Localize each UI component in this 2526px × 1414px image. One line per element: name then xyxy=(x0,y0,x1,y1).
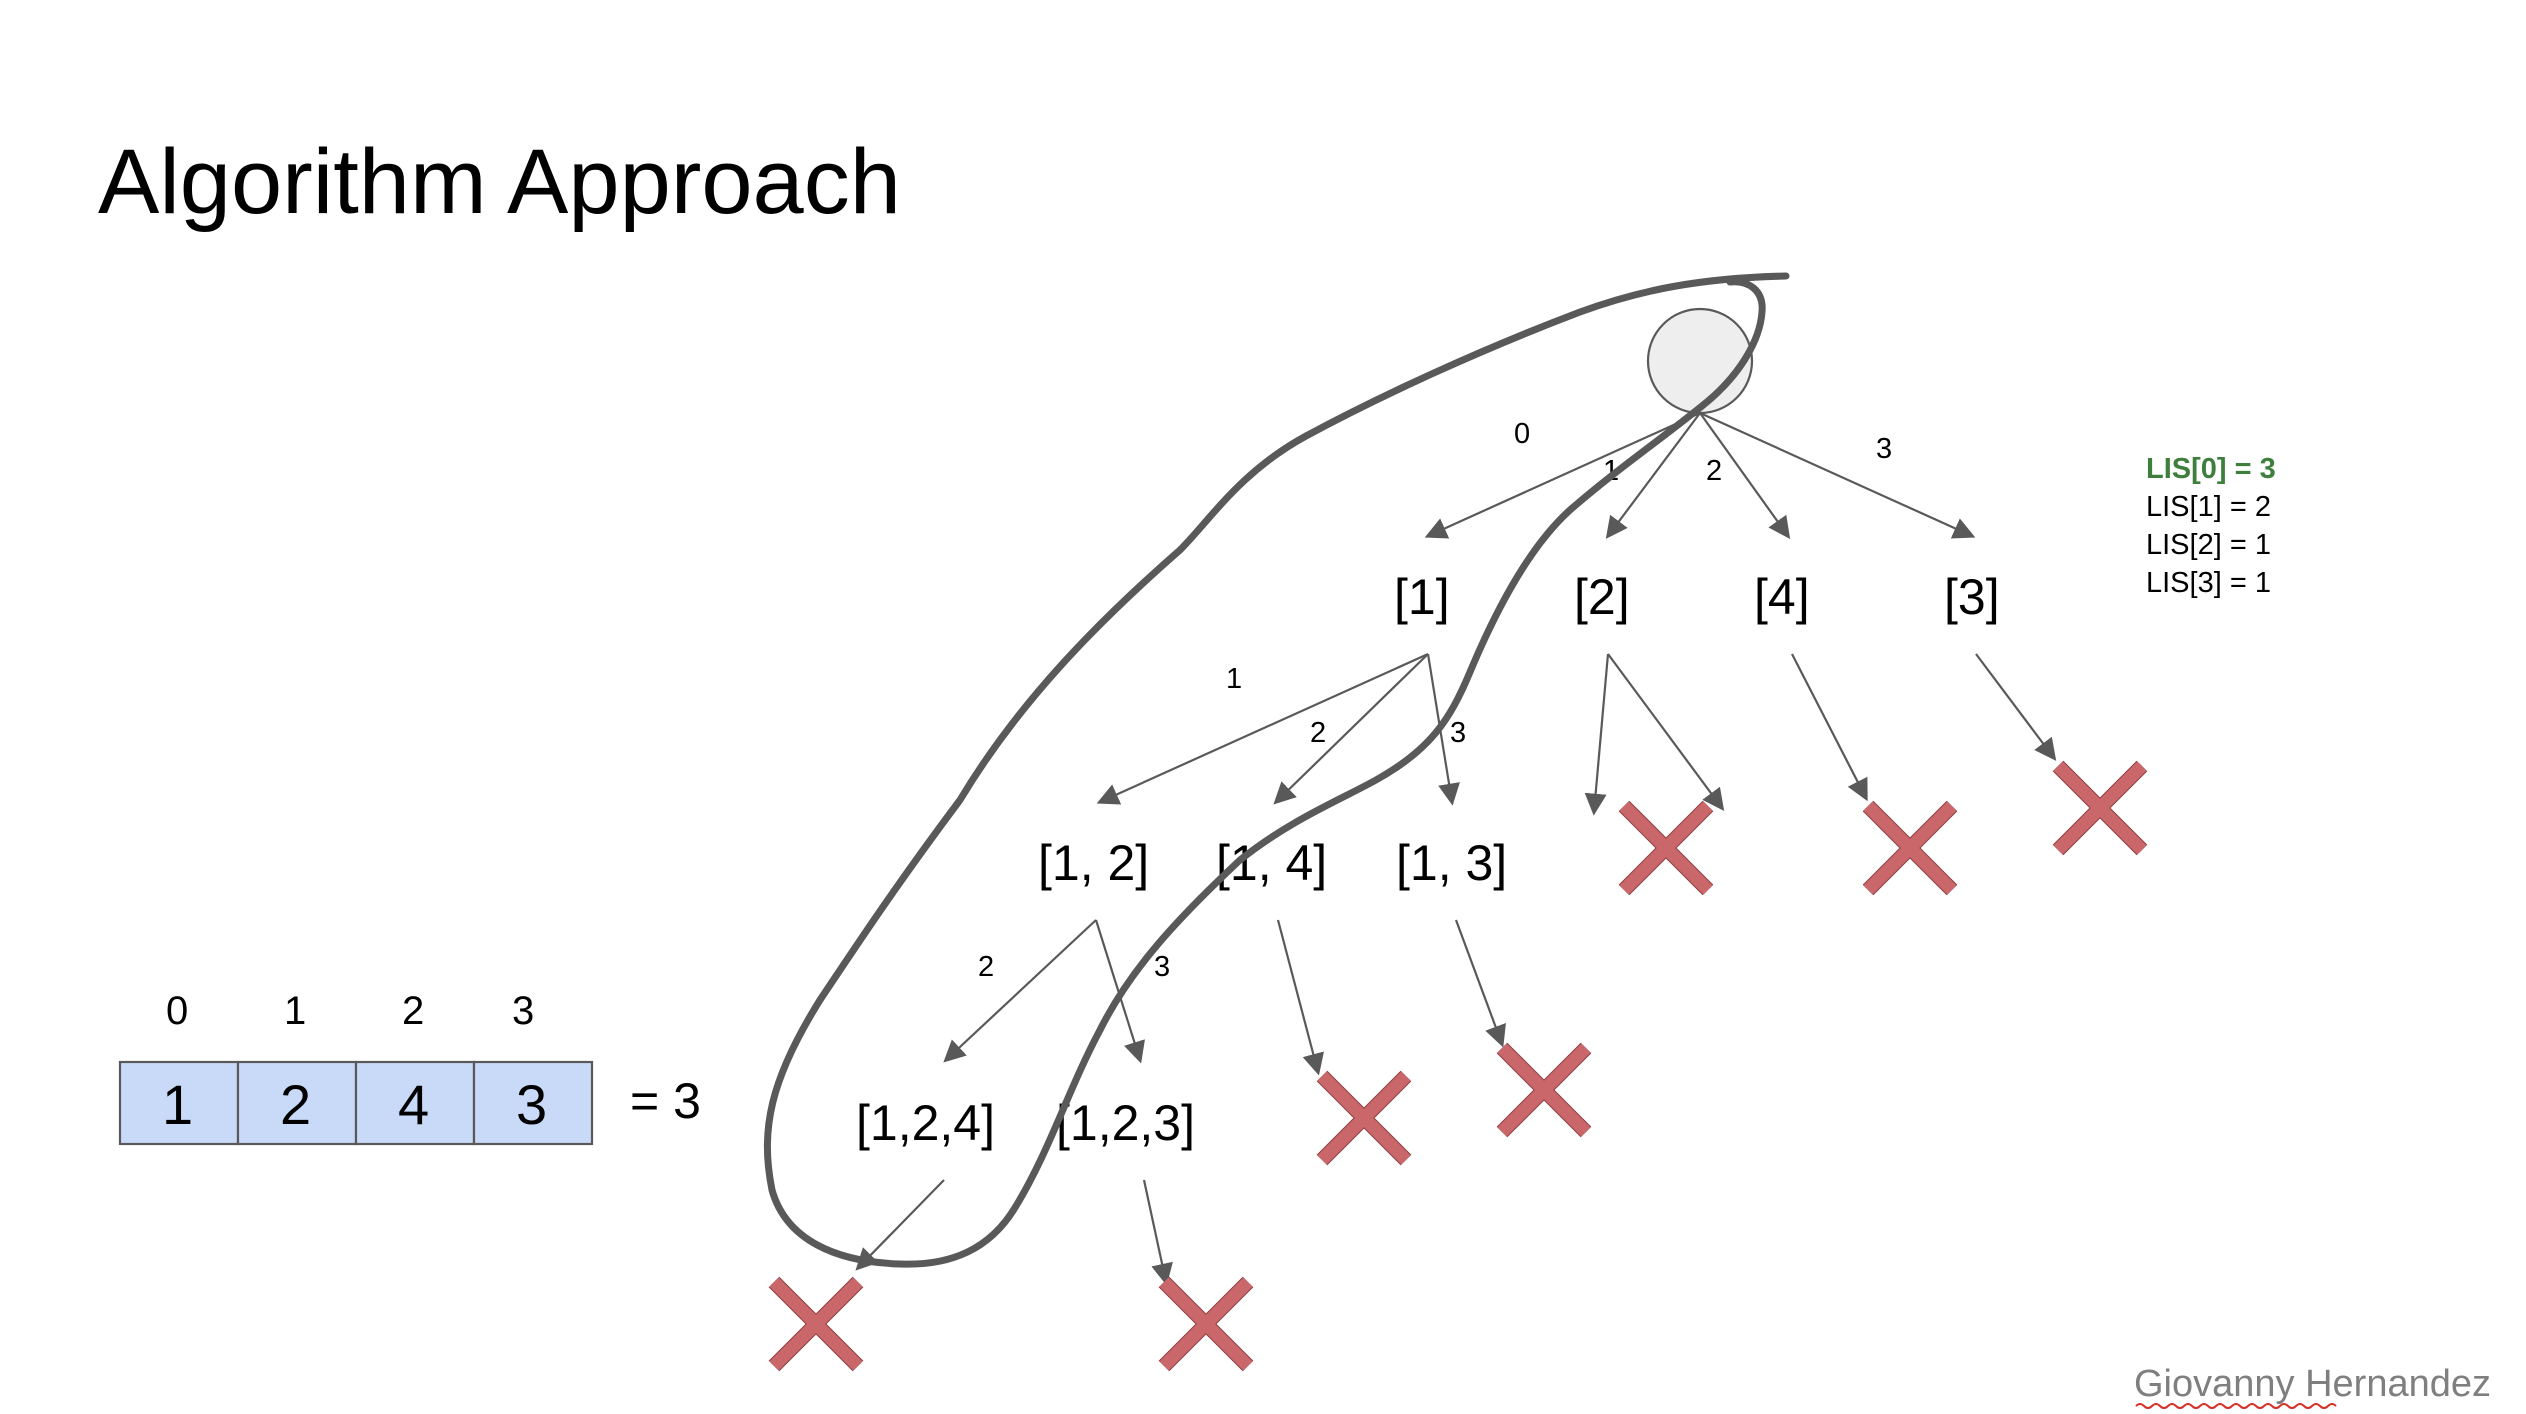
node-1: [1] xyxy=(1394,569,1450,625)
edge-label-3: 3 xyxy=(1876,433,1892,465)
slide-title: Algorithm Approach xyxy=(98,131,901,233)
node-1-2: [1, 2] xyxy=(1038,835,1149,891)
x-mark-icon xyxy=(2052,760,2148,856)
level3-edges xyxy=(855,1179,1173,1286)
level1-edges xyxy=(1096,652,2057,816)
edge-label-l3-3: 3 xyxy=(1154,951,1170,983)
x-mark-icon xyxy=(1618,800,1714,896)
array-cell xyxy=(354,1060,476,1146)
edge-root-to-4 xyxy=(1699,412,1791,539)
edge-2-left xyxy=(1584,653,1610,816)
array-index-0: 0 xyxy=(166,989,188,1033)
edge-label-l2-3: 3 xyxy=(1450,717,1466,749)
lis-line: LIS[3] = 1 xyxy=(2146,567,2271,599)
array-value-2: 4 xyxy=(398,1073,429,1136)
lis-line: LIS[1] = 2 xyxy=(2146,491,2271,523)
input-array xyxy=(118,1060,594,1146)
edge-12-to-123 xyxy=(1094,919,1145,1064)
array-result: = 3 xyxy=(630,1073,701,1129)
edge-12-to-124 xyxy=(943,919,1097,1063)
array-index-2: 2 xyxy=(402,989,424,1033)
level2-edges xyxy=(943,919,1506,1076)
edge-label-l3-2: 2 xyxy=(978,951,994,983)
edge-2-right xyxy=(1607,653,1725,811)
edge-14-down xyxy=(1276,919,1324,1076)
edge-root-to-1 xyxy=(1424,411,1701,539)
lis-line: LIS[0] = 3 xyxy=(2146,453,2276,485)
dead-end-marks xyxy=(768,760,2148,1372)
array-value-0: 1 xyxy=(162,1073,193,1136)
edge-123-down xyxy=(1142,1179,1173,1286)
edge-root-to-3 xyxy=(1699,411,1976,539)
node-1-2-4: [1,2,4] xyxy=(856,1095,995,1151)
x-mark-icon xyxy=(1158,1276,1254,1372)
array-index-1: 1 xyxy=(284,989,306,1033)
node-3: [3] xyxy=(1944,569,2000,625)
edge-4-down xyxy=(1791,653,1868,802)
edge-label-2: 2 xyxy=(1706,455,1722,487)
x-mark-icon xyxy=(768,1276,864,1372)
highlighted-path-outline xyxy=(763,272,1790,1268)
edge-13-down xyxy=(1454,919,1506,1048)
array-cell xyxy=(118,1060,240,1146)
lis-values: LIS[0] = 3 LIS[1] = 2 LIS[2] = 1 LIS[3] … xyxy=(2146,453,2276,599)
edge-label-l2-2: 2 xyxy=(1310,717,1326,749)
lis-line: LIS[2] = 1 xyxy=(2146,529,2271,561)
edge-label-l2-1: 1 xyxy=(1226,663,1242,695)
array-value-3: 3 xyxy=(516,1073,547,1136)
x-mark-icon xyxy=(1496,1042,1592,1138)
edge-label-0: 0 xyxy=(1514,418,1530,450)
node-4: [4] xyxy=(1754,569,1810,625)
node-1-3: [1, 3] xyxy=(1396,835,1507,891)
root-node xyxy=(1646,307,1754,415)
array-index-3: 3 xyxy=(512,989,534,1033)
edge-root-to-2 xyxy=(1605,412,1701,539)
root-edges xyxy=(1424,411,1976,539)
author-name: Giovanny Hernandez xyxy=(2134,1363,2491,1405)
edge-1-to-14 xyxy=(1273,653,1429,805)
node-1-2-3: [1,2,3] xyxy=(1056,1095,1195,1151)
spellcheck-underline xyxy=(2135,1403,2337,1409)
edge-3-down xyxy=(1975,653,2057,761)
edge-1-to-12 xyxy=(1096,652,1429,805)
x-mark-icon xyxy=(1862,800,1958,896)
array-cell xyxy=(472,1060,594,1146)
array-value-1: 2 xyxy=(280,1073,311,1136)
x-mark-icon xyxy=(1316,1070,1412,1166)
edge-124-down xyxy=(855,1179,945,1271)
node-2: [2] xyxy=(1574,569,1630,625)
